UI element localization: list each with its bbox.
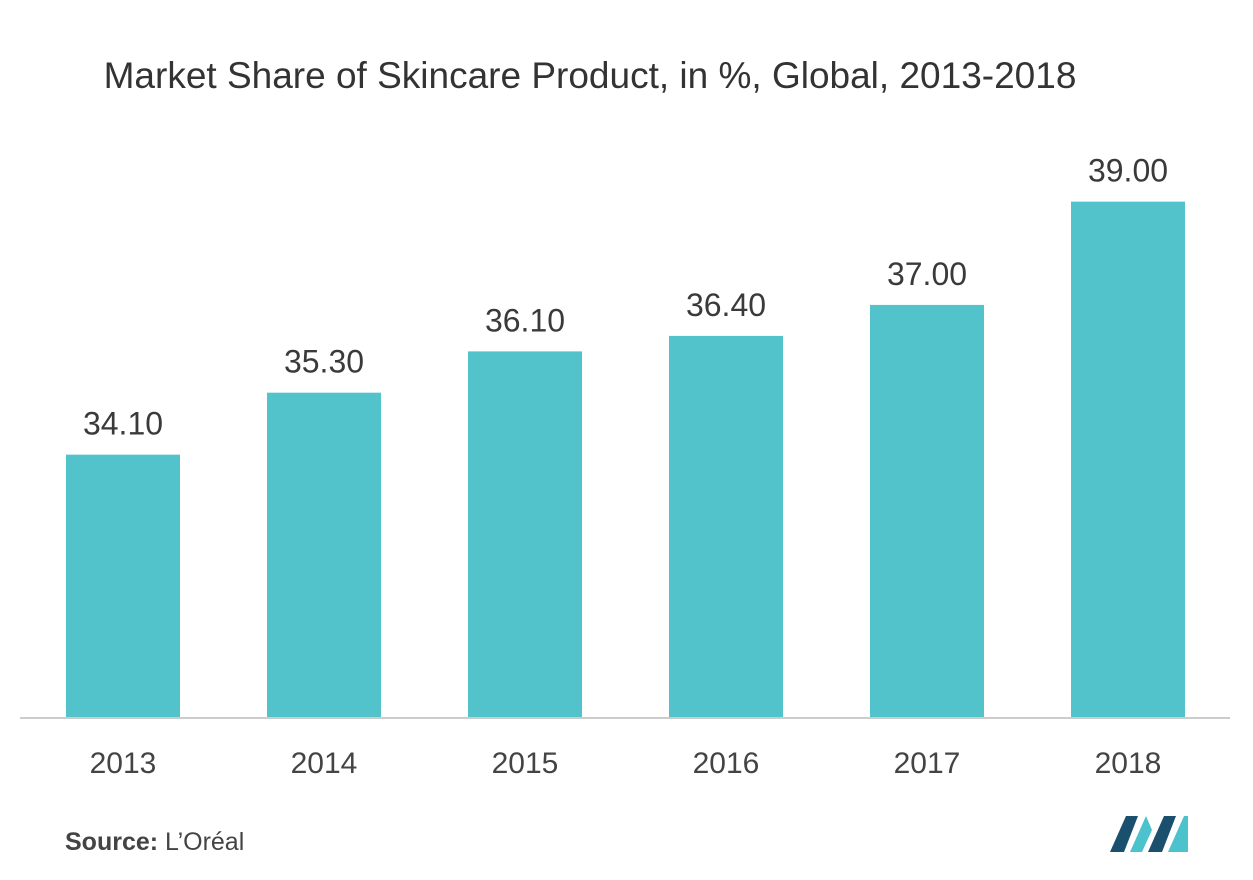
value-label-2017: 37.00 <box>887 256 967 292</box>
x-tick-labels: 2013 2014 2015 2016 2017 2018 <box>90 747 1162 780</box>
logo-dark-shape-2 <box>1148 816 1176 852</box>
value-label-2015: 36.10 <box>485 302 565 338</box>
x-tick-2015: 2015 <box>492 747 559 780</box>
x-tick-2016: 2016 <box>693 747 760 780</box>
value-label-2018: 39.00 <box>1088 153 1168 189</box>
source-note: Source: L’Oréal <box>65 828 244 857</box>
value-labels-group: 34.10 35.30 36.10 36.40 37.00 39.00 <box>83 153 1168 442</box>
x-tick-2018: 2018 <box>1095 747 1162 780</box>
logo-light-shape-2 <box>1168 816 1188 852</box>
logo-dark-shape <box>1110 816 1138 852</box>
logo-light-shape <box>1130 816 1152 852</box>
bar-2014 <box>267 392 381 718</box>
bar-2013 <box>66 454 180 718</box>
x-tick-2014: 2014 <box>291 747 358 780</box>
x-tick-2017: 2017 <box>894 747 961 780</box>
bar-2016 <box>669 335 783 718</box>
value-label-2013: 34.10 <box>83 406 163 442</box>
value-label-2014: 35.30 <box>284 344 364 380</box>
bars-group <box>66 201 1185 719</box>
source-label: Source: <box>65 828 159 856</box>
chart-title: Market Share of Skincare Product, in %, … <box>103 55 1077 96</box>
bar-2017 <box>870 304 984 718</box>
bar-2015 <box>468 351 582 718</box>
value-label-2016: 36.40 <box>686 287 766 323</box>
brand-logo-icon <box>1110 816 1188 852</box>
x-tick-2013: 2013 <box>90 747 157 780</box>
source-value: L’Oréal <box>165 828 245 856</box>
bar-2018 <box>1071 201 1185 719</box>
